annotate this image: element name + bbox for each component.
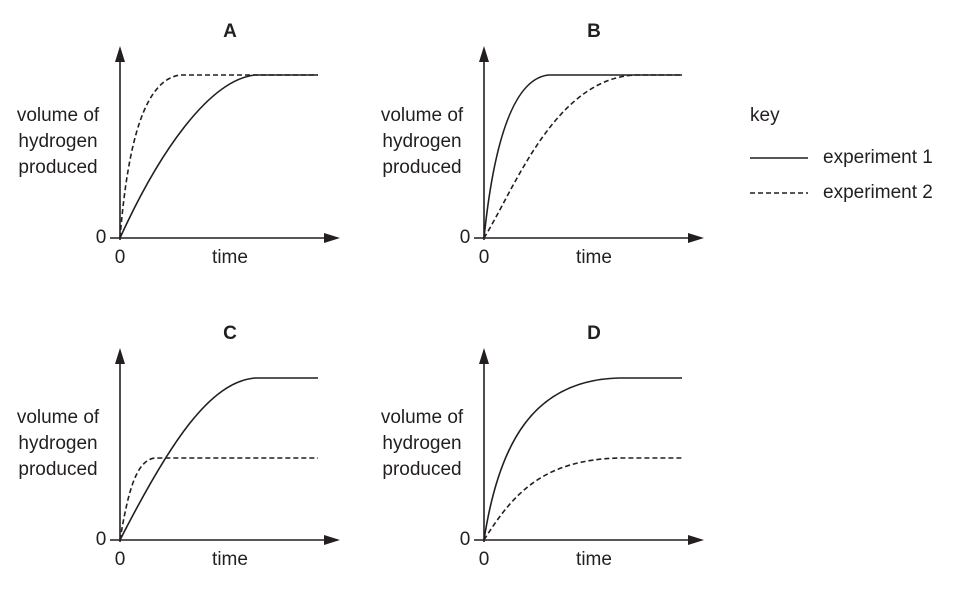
x-origin-label: 0 xyxy=(115,247,126,268)
x-axis-label: time xyxy=(576,549,612,570)
key-item: experiment 1 xyxy=(823,147,933,168)
curve-experiment-2 xyxy=(119,457,318,541)
x-axis-label: time xyxy=(576,247,612,268)
y-origin-label: 0 xyxy=(460,227,471,248)
y-arrow xyxy=(479,348,489,364)
y-axis-label: produced xyxy=(18,459,97,480)
curve-experiment-1 xyxy=(483,74,682,239)
x-arrow xyxy=(688,233,704,243)
y-axis-label: volume of xyxy=(381,105,464,126)
panel-title: C xyxy=(223,323,237,344)
y-axis-label: volume of xyxy=(17,407,100,428)
y-origin-label: 0 xyxy=(96,529,107,550)
y-origin-label: 0 xyxy=(96,227,107,248)
y-axis-label: hydrogen xyxy=(18,433,97,454)
y-axis-label: hydrogen xyxy=(382,131,461,152)
curve-experiment-2 xyxy=(119,74,318,239)
y-axis-label: produced xyxy=(18,157,97,178)
y-arrow xyxy=(115,348,125,364)
x-axis-label: time xyxy=(212,247,248,268)
y-axis-label: hydrogen xyxy=(382,433,461,454)
panel-title: B xyxy=(587,21,601,42)
x-arrow xyxy=(324,233,340,243)
curve-experiment-2 xyxy=(483,457,682,541)
key: key experiment 1 experiment 2 xyxy=(750,105,933,203)
x-axis-label: time xyxy=(212,549,248,570)
x-origin-label: 0 xyxy=(479,549,490,570)
y-axis-label: produced xyxy=(382,157,461,178)
y-arrow xyxy=(479,46,489,62)
curve-experiment-1 xyxy=(483,377,682,541)
y-axis-label: hydrogen xyxy=(18,131,97,152)
y-axis-label: produced xyxy=(382,459,461,480)
y-axis-label: volume of xyxy=(17,105,100,126)
curve-experiment-1 xyxy=(119,74,318,239)
x-origin-label: 0 xyxy=(479,247,490,268)
curve-experiment-1 xyxy=(119,377,318,541)
x-origin-label: 0 xyxy=(115,549,126,570)
x-arrow xyxy=(688,535,704,545)
key-item: experiment 2 xyxy=(823,182,933,203)
y-axis-label: volume of xyxy=(381,407,464,428)
panel-title: D xyxy=(587,323,601,344)
y-arrow xyxy=(115,46,125,62)
y-origin-label: 0 xyxy=(460,529,471,550)
panel-title: A xyxy=(223,21,237,42)
x-arrow xyxy=(324,535,340,545)
curve-experiment-2 xyxy=(483,74,682,239)
key-title: key xyxy=(750,105,780,126)
